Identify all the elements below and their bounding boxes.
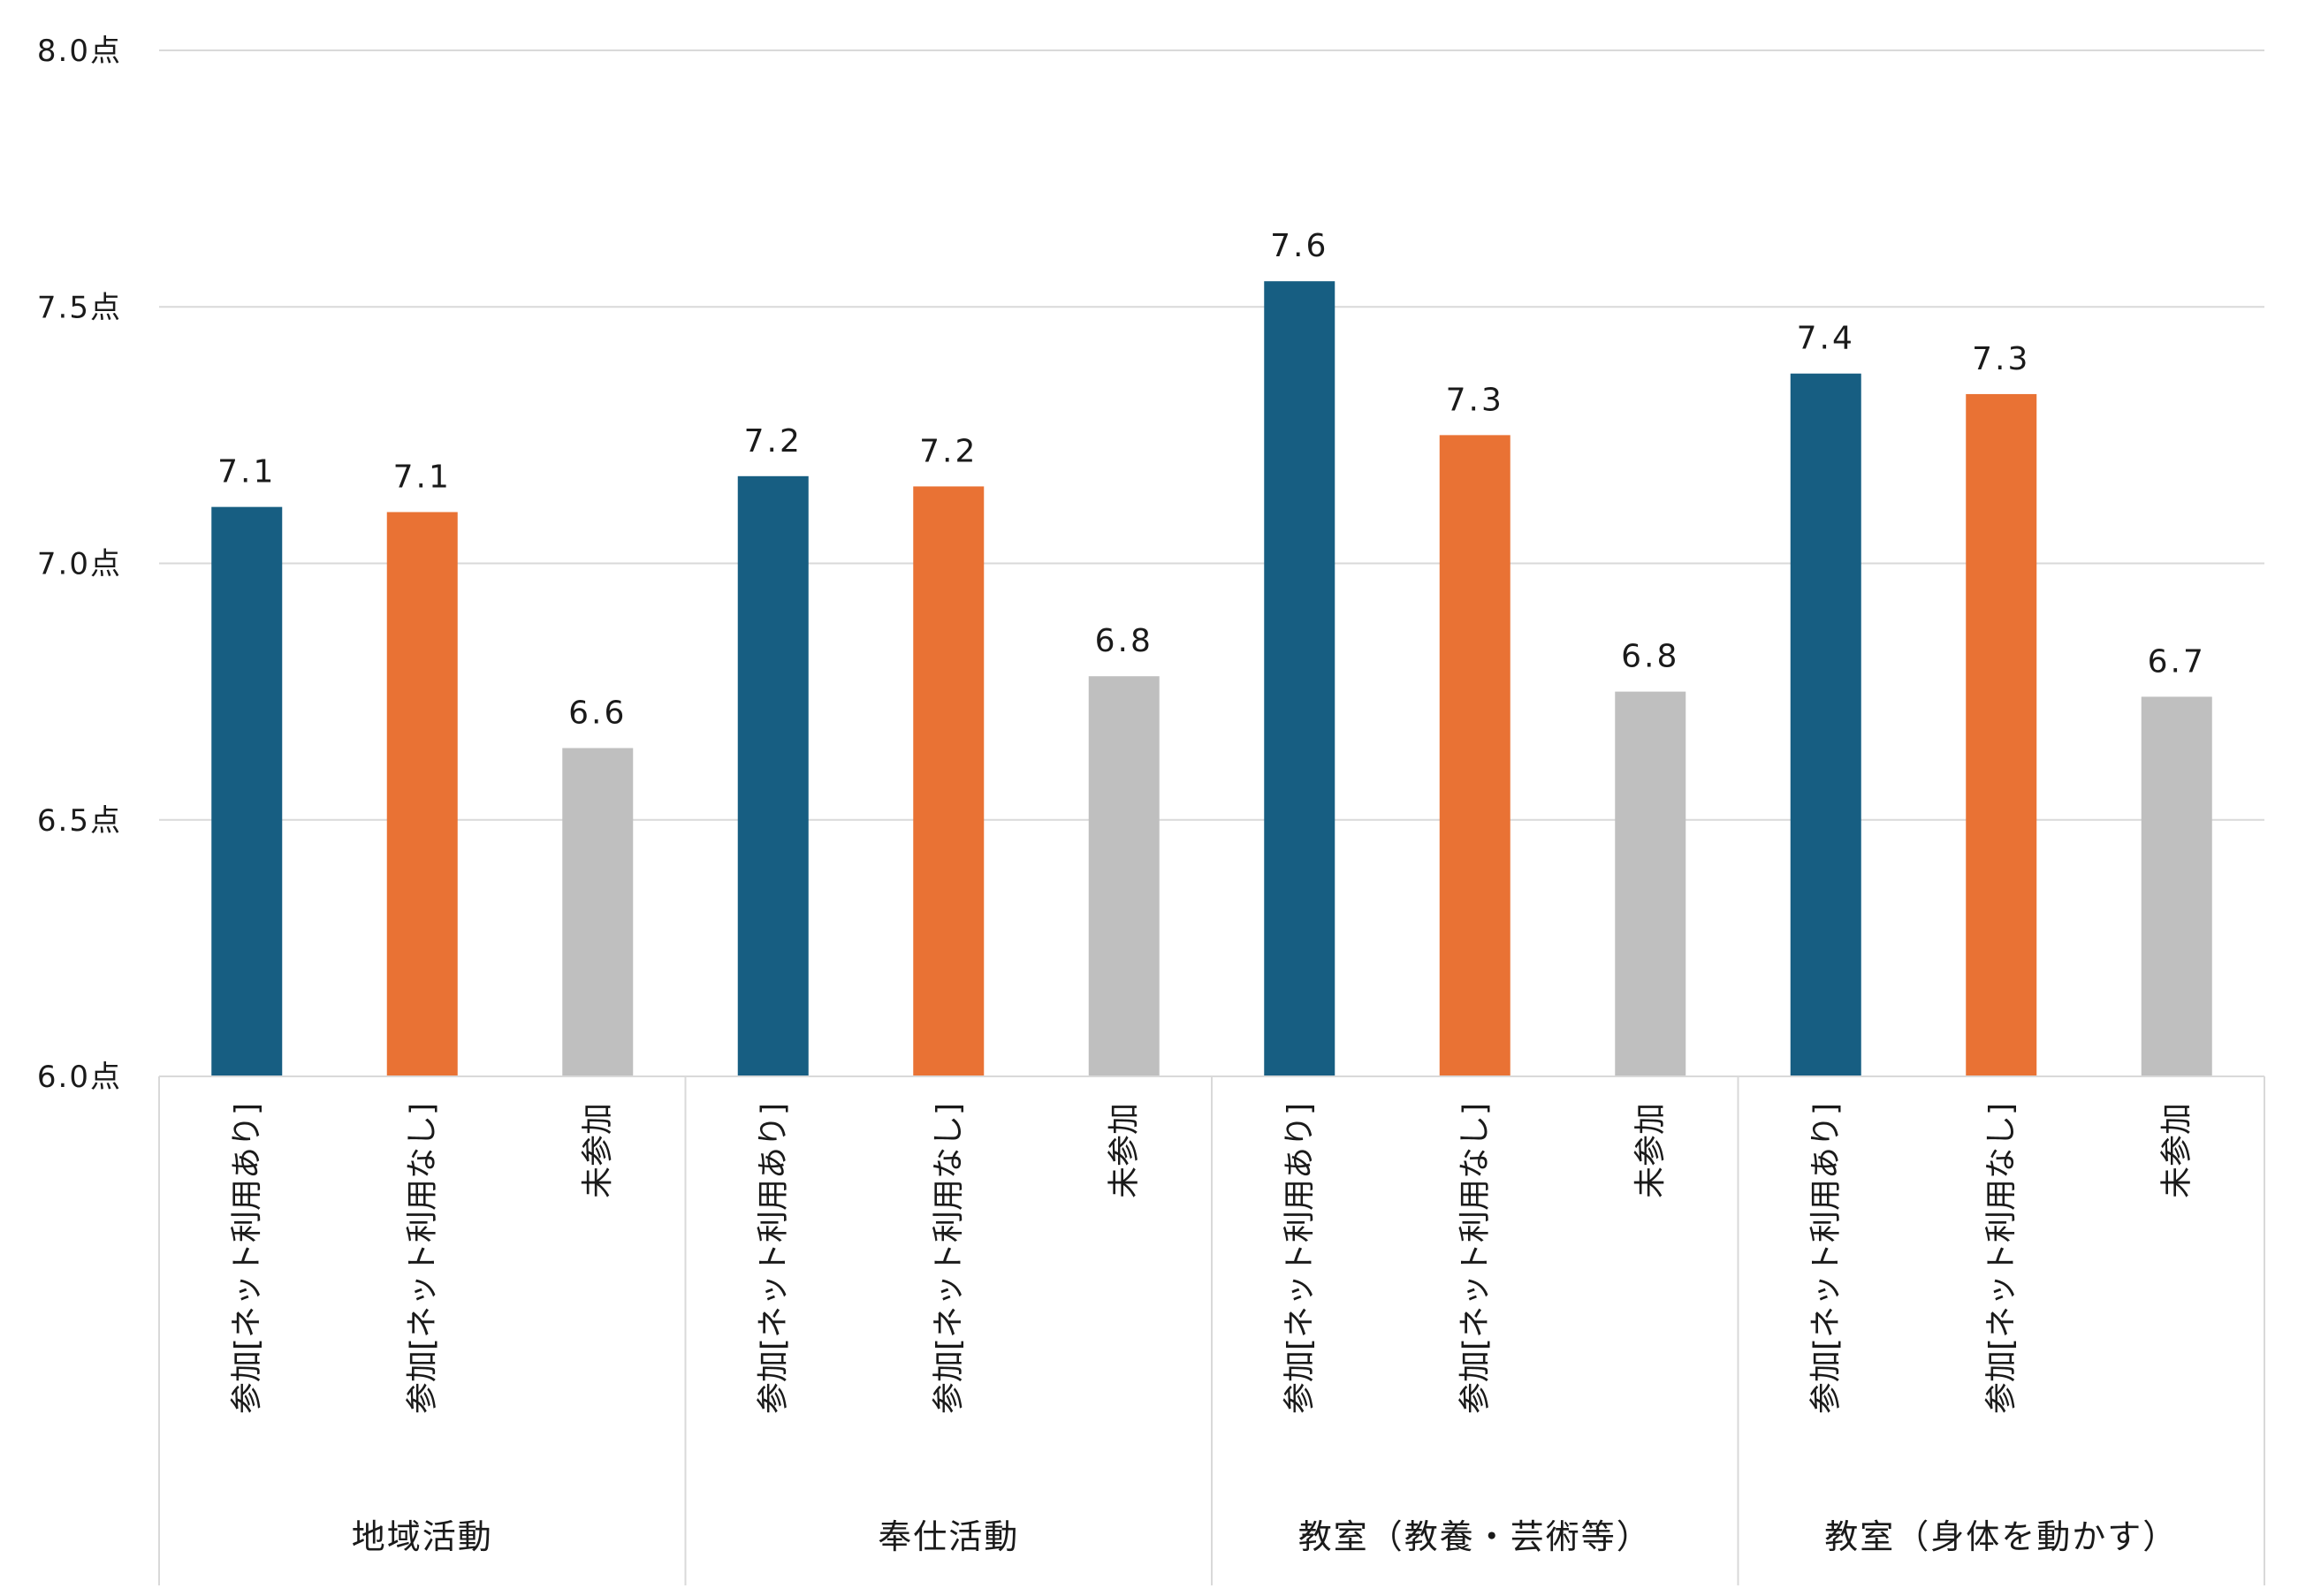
- category-label: 参加[ネット利用あり]: [1807, 1103, 1844, 1414]
- bar: [913, 486, 985, 1076]
- data-label: 6.8: [1095, 623, 1153, 659]
- data-label: 7.6: [1270, 228, 1328, 264]
- category-label: 参加[ネット利用あり]: [229, 1103, 265, 1414]
- category-label: 参加[ネット利用あり]: [1282, 1103, 1318, 1414]
- data-label: 6.7: [2148, 643, 2206, 680]
- group-label: 奉仕活動: [878, 1517, 1019, 1556]
- gridlines: [159, 49, 2264, 821]
- bar: [1615, 691, 1686, 1076]
- bar: [386, 512, 458, 1076]
- data-label: 7.4: [1797, 321, 1855, 357]
- category-label: 未参加: [1106, 1103, 1142, 1198]
- category-label: 未参加: [580, 1103, 616, 1198]
- y-tick-label: 6.5点: [37, 803, 122, 839]
- data-label: 7.3: [1972, 341, 2030, 377]
- category-label: 未参加: [1632, 1103, 1669, 1198]
- data-label: 7.2: [919, 433, 978, 469]
- y-tick-label: 7.5点: [37, 290, 122, 325]
- category-label: 未参加: [2158, 1103, 2195, 1198]
- category-label: 参加[ネット利用あり]: [755, 1103, 791, 1414]
- data-label: 7.3: [1446, 382, 1504, 418]
- y-tick-label: 6.0点: [37, 1060, 122, 1095]
- bar: [1790, 373, 1861, 1077]
- group-label: 教室（身体を動かす）: [1824, 1517, 2178, 1556]
- category-label: 参加[ネット利用なし]: [404, 1103, 440, 1414]
- y-tick-label: 7.0点: [37, 547, 122, 582]
- data-label: 7.2: [744, 423, 803, 460]
- group-label: 教室（教養・芸術等）: [1298, 1517, 1652, 1556]
- bar: [2141, 696, 2212, 1076]
- data-label: 7.1: [217, 454, 276, 490]
- bar: [1264, 281, 1335, 1077]
- data-label: 7.1: [393, 459, 452, 495]
- category-label: 参加[ネット利用なし]: [1983, 1103, 2020, 1414]
- data-labels: 7.1 7.1 6.6 7.2 7.2 6.8 7.6 7.3 6.8 7.4 7.3 6.7: [217, 228, 2206, 731]
- category-label: 参加[ネット利用なし]: [1457, 1103, 1493, 1414]
- bar: [1088, 676, 1160, 1076]
- y-axis: 6.0点 6.5点 7.0点 7.5点 8.0点: [37, 34, 122, 1095]
- category-label: 参加[ネット利用なし]: [931, 1103, 967, 1414]
- bar: [737, 475, 809, 1076]
- data-label: 6.8: [1621, 639, 1679, 675]
- y-tick-label: 8.0点: [37, 34, 122, 69]
- bar: [1966, 393, 2037, 1076]
- bar: [562, 748, 634, 1076]
- bars: [211, 281, 2212, 1077]
- group-label: 地域活動: [352, 1517, 493, 1556]
- bar: [1439, 435, 1510, 1076]
- data-label: 6.6: [568, 695, 627, 731]
- bar: [211, 506, 283, 1076]
